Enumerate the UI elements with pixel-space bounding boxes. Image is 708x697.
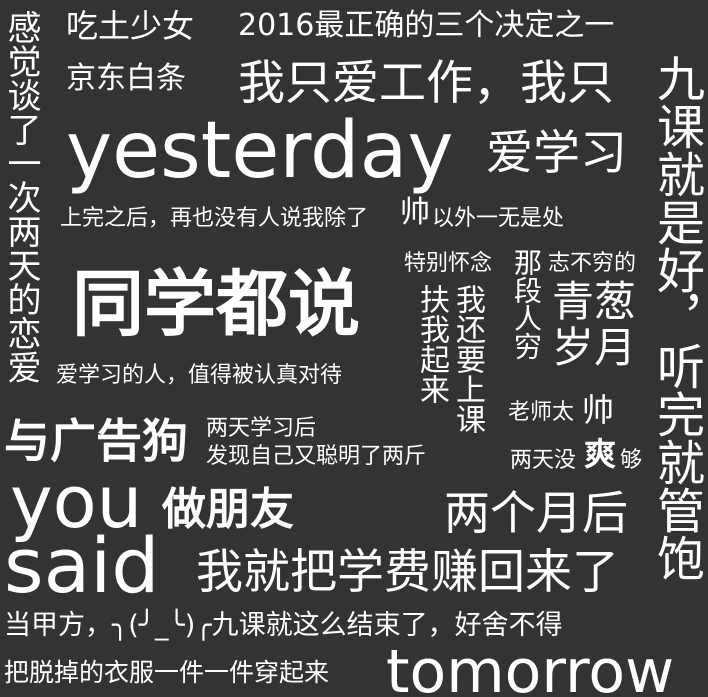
word-jiuke-is-good: 九课就是好，听完就管饱 [648,54,704,582]
word-nothing-else: 以外一无是处 [432,206,565,231]
word-i-only-love-work: 我只爱工作，我只 [238,56,614,111]
word-enough: 够 [620,448,643,473]
word-those-poor-days: 那段人穷 [510,248,543,360]
word-handsome-2: 帅 [582,391,615,429]
word-make-friends: 做朋友 [162,484,294,535]
word-handsome-1: 帅 [400,195,430,230]
word-tomorrow: tomorrow [386,637,675,697]
word-earn-tuition-back: 我就把学费赚回来了 [196,545,619,600]
word-two-months-later: 两个月后 [444,486,628,540]
word-study-lovers-deserve: 爱学习的人，值得被认真对待 [56,363,343,388]
word-be-client-jiuke-ends: 当甲方，╮(╯_╰)╭九课就这么结束了，好舍不得 [4,610,563,641]
word-green-years-top: 青葱岁月 [552,277,637,372]
word-help-me-up: 扶我起来 [414,284,449,404]
word-yesterday: yesterday [66,106,454,196]
word-put-clothes-back-on: 把脱掉的衣服一件一件穿起来 [4,658,330,687]
word-cool: 爽 [584,435,617,473]
word-with-ad-dogs: 与广告狗 [4,414,188,468]
word-said: said [4,521,160,610]
word-love-study: 爱学习 [486,126,627,181]
word-after-two-days-study: 两天学习后 [206,416,317,441]
word-ambition-not-poor: 志不穷的 [548,251,637,276]
word-you: you [10,460,143,544]
word-smarter-two-jin: 发现自己又聪明了两斤 [206,444,427,469]
word-teacher-too: 老师太 [508,400,575,425]
word-best-decision-2016: 2016最正确的三个决定之一 [238,8,615,43]
word-miss-especially: 特别怀念 [404,251,493,276]
word-classmates-say: 同学都说 [72,262,361,346]
word-broke-girl: 吃土少女 [66,7,195,45]
word-feels-like-two-day-romance: 感觉谈了一次两天的恋爱 [1,10,41,384]
word-after-class-nobody-says: 上完之后，再也没有人说我除了 [60,206,369,231]
word-two-days-not: 两天没 [510,448,577,473]
word-jd-baitiao: 京东白条 [66,61,186,96]
word-still-want-class: 我还要上课 [450,284,485,434]
